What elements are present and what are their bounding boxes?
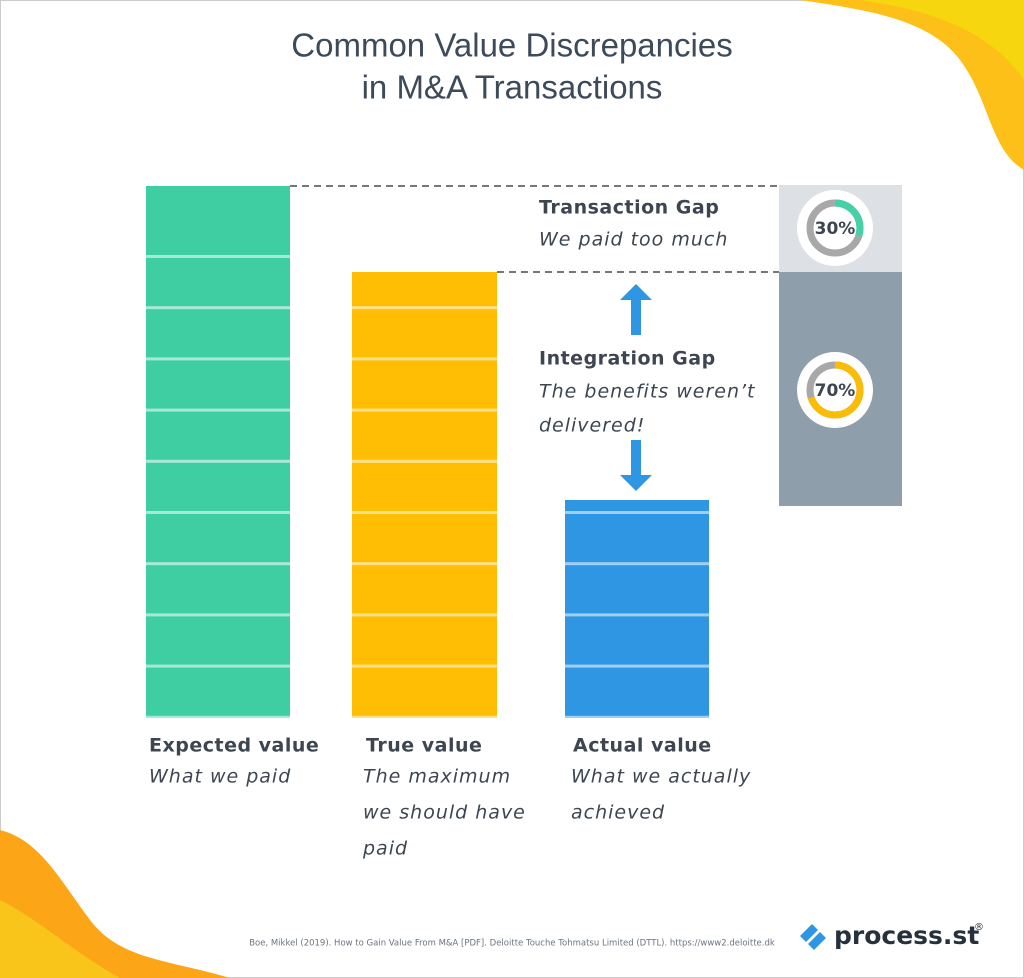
bar-label: Expected value: [149, 735, 319, 757]
gap-description: We paid too much: [539, 229, 728, 251]
corner-decoration: [0, 900, 120, 978]
donut-arc: [806, 361, 864, 419]
bar-stripe: [146, 664, 290, 668]
bar-description: What we paid: [149, 766, 291, 788]
bar-description: The maximum: [363, 766, 511, 788]
gap-title: Transaction Gap: [539, 197, 719, 219]
bar-stripe: [352, 459, 497, 463]
bar-description: achieved: [571, 802, 665, 824]
bar-stripe: [565, 511, 709, 514]
title: Common Value Discrepancies: [291, 27, 732, 64]
bar-stripe: [146, 408, 290, 412]
arrow-down: [620, 440, 652, 491]
gap-description: The benefits weren’t: [539, 381, 756, 403]
logo-icon: [800, 924, 826, 950]
bar-stripe: [146, 613, 290, 617]
donut-label: 70%: [815, 381, 856, 401]
bar-stripe: [146, 511, 290, 514]
bar-stripe: [352, 511, 497, 514]
bar-description: paid: [362, 838, 408, 860]
bar-description: What we actually: [571, 766, 751, 788]
bar-stripe: [565, 562, 709, 566]
bar-stripe: [352, 613, 497, 617]
gap-title: Integration Gap: [539, 348, 716, 370]
bar-stripe: [352, 357, 497, 361]
bar-stripe: [565, 613, 709, 617]
bar-stripe: [352, 664, 497, 668]
gap-description: delivered!: [539, 415, 645, 437]
corner-decoration: [800, 0, 1024, 170]
bar-stripe: [565, 715, 709, 719]
arrow-up: [620, 284, 652, 335]
bar-stripe: [352, 715, 497, 719]
bar: [146, 186, 290, 718]
bar-stripe: [146, 562, 290, 566]
title: in M&A Transactions: [362, 69, 663, 106]
bar-description: we should have: [363, 802, 526, 824]
source: Boe, Mikkel (2019). How to Gain Value Fr…: [249, 939, 775, 949]
donut-label: 30%: [815, 219, 856, 239]
bar: [565, 500, 709, 718]
bar-stripe: [352, 408, 497, 412]
bar-stripe: [146, 357, 290, 361]
bar-stripe: [146, 255, 290, 258]
bar-stripe: [352, 306, 497, 310]
logo-mark: ®: [974, 922, 984, 933]
bar: [352, 272, 497, 718]
bar-label: Actual value: [573, 735, 712, 757]
donut-arc: [806, 199, 864, 257]
corner-decoration: [860, 0, 1024, 80]
logo: process.st: [834, 921, 979, 950]
bar-stripe: [565, 664, 709, 668]
bar-stripe: [146, 715, 290, 719]
bar-label: True value: [366, 735, 482, 757]
bar-stripe: [146, 459, 290, 463]
bar-stripe: [352, 562, 497, 566]
bar-stripe: [146, 306, 290, 310]
